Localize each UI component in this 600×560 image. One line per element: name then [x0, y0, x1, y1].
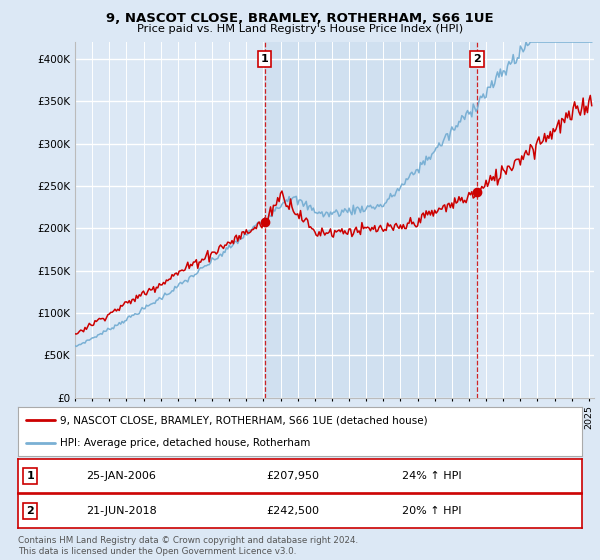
Text: £242,500: £242,500	[266, 506, 319, 516]
Text: 9, NASCOT CLOSE, BRAMLEY, ROTHERHAM, S66 1UE: 9, NASCOT CLOSE, BRAMLEY, ROTHERHAM, S66…	[106, 12, 494, 25]
Text: 2: 2	[473, 54, 481, 64]
Text: 1: 1	[26, 471, 34, 481]
Text: Price paid vs. HM Land Registry's House Price Index (HPI): Price paid vs. HM Land Registry's House …	[137, 24, 463, 34]
Text: 25-JAN-2006: 25-JAN-2006	[86, 471, 155, 481]
Text: 21-JUN-2018: 21-JUN-2018	[86, 506, 157, 516]
Text: 2: 2	[26, 506, 34, 516]
Text: 9, NASCOT CLOSE, BRAMLEY, ROTHERHAM, S66 1UE (detached house): 9, NASCOT CLOSE, BRAMLEY, ROTHERHAM, S66…	[60, 416, 428, 426]
Text: Contains HM Land Registry data © Crown copyright and database right 2024.
This d: Contains HM Land Registry data © Crown c…	[18, 536, 358, 556]
Text: HPI: Average price, detached house, Rotherham: HPI: Average price, detached house, Roth…	[60, 438, 311, 448]
Text: 1: 1	[261, 54, 268, 64]
Text: 20% ↑ HPI: 20% ↑ HPI	[401, 506, 461, 516]
Text: 24% ↑ HPI: 24% ↑ HPI	[401, 471, 461, 481]
Bar	[265, 42, 477, 398]
Text: £207,950: £207,950	[266, 471, 319, 481]
